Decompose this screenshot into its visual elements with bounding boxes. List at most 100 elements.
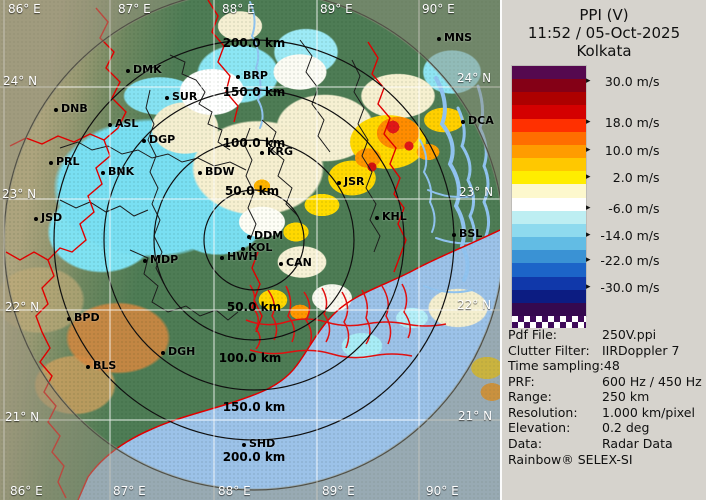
legend-band-10 xyxy=(512,197,586,211)
grid-label-lat-right: 24° N xyxy=(457,71,492,85)
grid-label-lat-left: 24° N xyxy=(3,74,38,88)
grid-label-lat-left: 23° N xyxy=(2,187,37,201)
city-dot xyxy=(437,37,441,41)
city-dot xyxy=(126,69,130,73)
map-labels-layer: 86° E 87° E 88° E 89° E 90° E 86° E 87° E 88° E… xyxy=(2,2,494,498)
range-ring-label: 150.0 km xyxy=(222,400,286,414)
legend-band-17 xyxy=(512,289,586,303)
legend-band-5 xyxy=(512,131,586,145)
city-label: BDW xyxy=(205,165,235,178)
legend-band-0 xyxy=(512,66,586,80)
range-ring-label: 50.0 km xyxy=(226,300,282,314)
radar-site-name: Kolkata xyxy=(576,42,632,60)
range-ring-label: 100.0 km xyxy=(218,351,282,365)
legend-label-5: ▸ -14.0 m/s xyxy=(586,228,660,243)
city-dot xyxy=(54,108,58,112)
legend-label-3: ▸ 2.0 m/s xyxy=(586,170,660,185)
meta-label: PRF: xyxy=(508,374,535,389)
city-dot xyxy=(375,216,379,220)
legend-band-3 xyxy=(512,105,586,119)
meta-label: Range: xyxy=(508,389,552,404)
city-label: DCA xyxy=(468,114,494,127)
legend-band-1 xyxy=(512,79,586,93)
legend-tick-arrow-icon: ▸ xyxy=(586,117,591,127)
grid-label-lon-bottom: 89° E xyxy=(322,484,355,498)
city-dot xyxy=(241,247,245,251)
city-label: MNS xyxy=(444,31,473,44)
meta-row-7: Data: Radar Data xyxy=(508,436,706,451)
city-label: MDP xyxy=(150,253,179,266)
city-label: BPD xyxy=(74,311,100,324)
city-dot xyxy=(198,171,202,175)
info-panel: PPI (V) 11:52 / 05-Oct-2025 Kolkata ▸ 30.… xyxy=(500,0,706,500)
legend-value: -6.0 m/s xyxy=(608,201,660,216)
grid-label-lon-top: 87° E xyxy=(118,2,151,16)
city-label: JSD xyxy=(41,211,63,224)
range-fold-checker-band xyxy=(512,316,586,328)
meta-value: Radar Data xyxy=(602,436,673,451)
city-label: KRG xyxy=(267,145,294,158)
grid-label-lon-bottom: 86° E xyxy=(10,484,43,498)
legend-label-7: ▸ -30.0 m/s xyxy=(586,280,660,295)
city-label: BNK xyxy=(108,165,135,178)
velocity-color-scale xyxy=(512,66,586,316)
city-label: ASL xyxy=(115,117,139,130)
legend-band-9 xyxy=(512,184,586,198)
city-dot xyxy=(101,171,105,175)
city-label: DGH xyxy=(168,345,196,358)
meta-row-2: Time sampling:48 xyxy=(508,358,706,373)
city-dot xyxy=(242,443,246,447)
legend-band-6 xyxy=(512,144,586,159)
scan-timestamp: 11:52 / 05-Oct-2025 xyxy=(527,24,681,42)
meta-value: 0.2 deg xyxy=(602,420,650,435)
grid-label-lat-right: 22° N xyxy=(457,298,492,312)
city-dot xyxy=(236,75,240,79)
city-label: KOL xyxy=(248,241,273,254)
software-branding: Rainbow® SELEX-SI xyxy=(508,452,633,467)
meta-row-1: Clutter Filter: IIRDoppler 7 xyxy=(508,343,706,358)
meta-label: Resolution: xyxy=(508,405,578,420)
meta-label: Data: xyxy=(508,436,543,451)
meta-row-6: Elevation: 0.2 deg xyxy=(508,420,706,435)
legend-tick-arrow-icon: ▸ xyxy=(586,282,591,292)
city-dot xyxy=(161,351,165,355)
grid-label-lon-bottom: 88° E xyxy=(218,484,251,498)
grid-label-lon-top: 89° E xyxy=(320,2,353,16)
city-dot xyxy=(279,262,283,266)
city-label: HWH xyxy=(227,250,258,263)
range-ring-label: 150.0 km xyxy=(222,85,286,99)
grid-label-lat-left: 21° N xyxy=(5,410,40,424)
legend-label-1: ▸ 18.0 m/s xyxy=(586,115,660,130)
city-label: SUR xyxy=(172,90,198,103)
grid-label-lat-left: 22° N xyxy=(5,300,40,314)
legend-band-13 xyxy=(512,237,586,251)
city-label: JSR xyxy=(344,175,365,188)
range-ring-label: 50.0 km xyxy=(224,184,280,198)
city-dot xyxy=(86,365,90,369)
meta-row-4: Range: 250 km xyxy=(508,389,706,404)
meta-label: Pdf File: xyxy=(508,327,557,342)
legend-value: -30.0 m/s xyxy=(600,280,660,295)
legend-value: 10.0 m/s xyxy=(604,143,660,158)
meta-label: Clutter Filter: xyxy=(508,343,590,358)
meta-value: 250 km xyxy=(602,389,650,404)
city-dot xyxy=(247,235,251,239)
meta-label: Elevation: xyxy=(508,420,571,435)
city-dot xyxy=(67,317,71,321)
grid-label-lon-top: 88° E xyxy=(222,2,255,16)
meta-value: 48 xyxy=(603,358,620,373)
radar-map: 86° E 87° E 88° E 89° E 90° E 86° E 87° E 88° E… xyxy=(0,0,500,500)
city-label: PRL xyxy=(56,155,80,168)
city-label: DMK xyxy=(133,63,162,76)
meta-row-0: Pdf File: 250V.ppi xyxy=(508,327,706,342)
legend-band-15 xyxy=(512,263,586,277)
city-dot xyxy=(165,96,169,100)
legend-band-18 xyxy=(512,302,586,316)
city-dot xyxy=(108,123,112,127)
legend-label-2: ▸ 10.0 m/s xyxy=(586,143,660,158)
legend-band-8 xyxy=(512,171,586,185)
city-label: BRP xyxy=(243,69,268,82)
city-dot xyxy=(452,233,456,237)
legend-tick-arrow-icon: ▸ xyxy=(586,76,591,86)
